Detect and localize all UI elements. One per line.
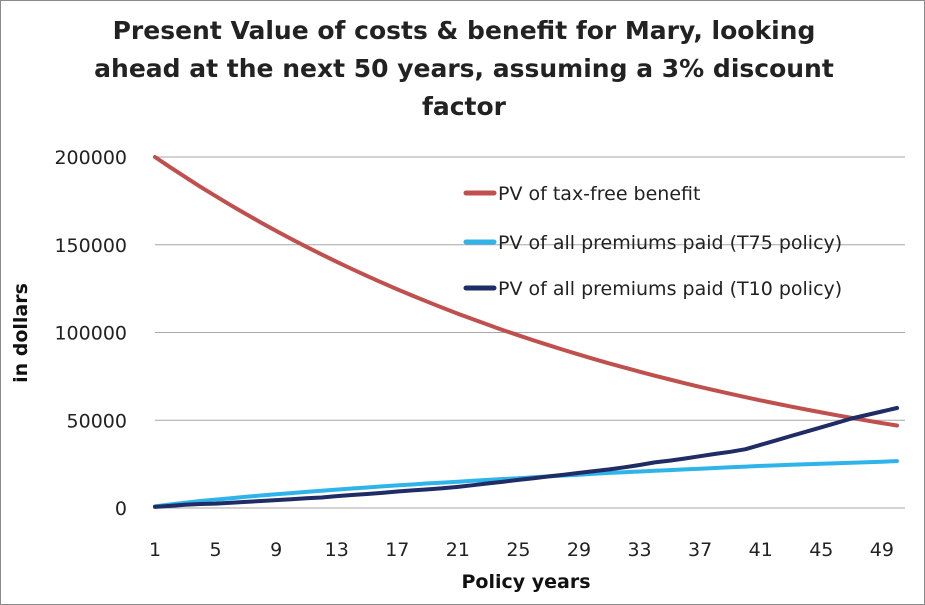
y-axis-label: in dollars (10, 283, 32, 383)
y-tick-label: 100000 (54, 323, 127, 345)
series-lines (153, 155, 899, 509)
y-tick-label: 0 (115, 498, 127, 520)
x-tick-label: 25 (506, 539, 530, 561)
chart-title: Present Value of costs & benefit for Mar… (94, 16, 834, 121)
legend: PV of tax-free benefit PV of all premiums… (463, 183, 842, 300)
x-tick-label: 5 (210, 539, 222, 561)
y-tick-label: 200000 (54, 147, 127, 169)
x-tick-label: 41 (749, 539, 773, 561)
series-line-1 (153, 155, 899, 428)
x-tick-label: 29 (567, 539, 591, 561)
x-tick-label: 13 (325, 539, 349, 561)
x-tick-label: 45 (809, 539, 833, 561)
y-axis-ticks: 0 50000 100000 150000 200000 (54, 147, 127, 520)
series-line-3 (153, 406, 899, 509)
x-tick-label: 37 (688, 539, 712, 561)
gridlines (155, 156, 905, 509)
x-tick-label: 21 (446, 539, 470, 561)
x-tick-label: 1 (149, 539, 161, 561)
legend-label: PV of all premiums paid (T10 policy) (498, 278, 842, 300)
y-tick-label: 150000 (54, 235, 127, 257)
x-tick-label: 9 (270, 539, 282, 561)
x-tick-label: 33 (627, 539, 651, 561)
x-axis-ticks: 1 5 9 13 17 21 25 29 33 37 41 45 49 (149, 539, 894, 561)
x-tick-label: 17 (385, 539, 409, 561)
legend-label: PV of all premiums paid (T75 policy) (498, 232, 842, 254)
x-tick-label: 49 (870, 539, 894, 561)
y-tick-label: 50000 (67, 410, 127, 432)
x-axis-label: Policy years (461, 571, 590, 593)
legend-label: PV of tax-free benefit (498, 183, 700, 205)
